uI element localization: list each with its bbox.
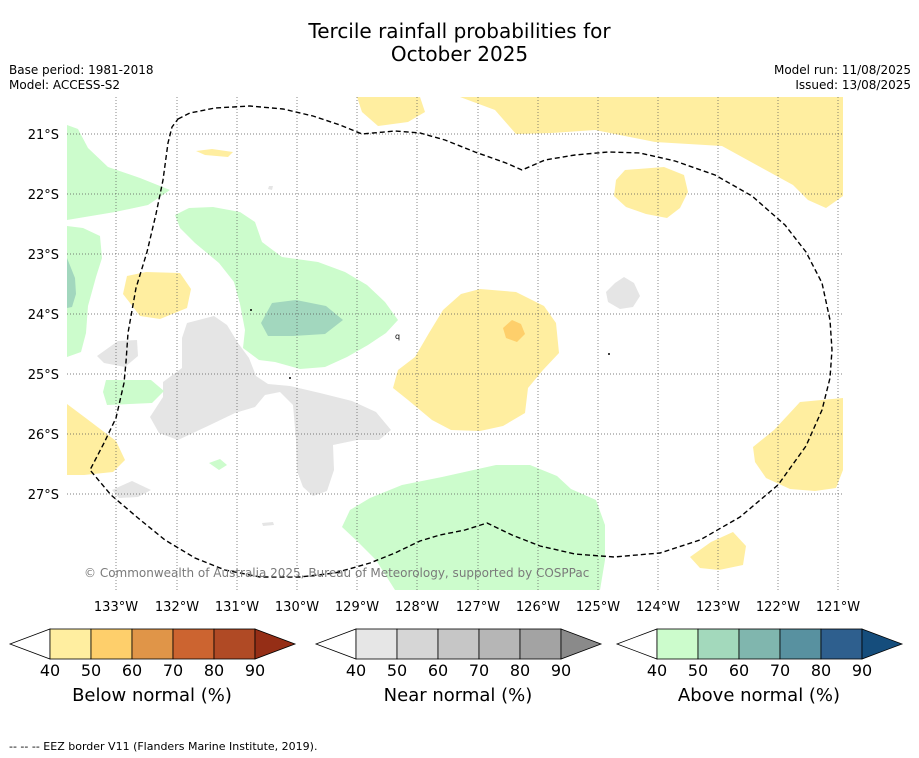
below-normal-high-region [503,320,525,342]
colorbar-tick-label: 70 [770,661,790,680]
below-normal-region [357,97,425,126]
colorbar-segment [437,628,480,660]
colorbar-tick-label: 70 [469,661,489,680]
longitude-label: 127°W [456,600,500,615]
longitude-label: 130°W [275,600,319,615]
colorbar-segment [396,628,439,660]
colorbar-tick-label: 90 [551,661,571,680]
latitude-label: 24°S [28,308,59,323]
svg-text:q: q [395,332,400,341]
colorbar-segment [779,628,822,660]
above-normal-high-region [67,258,76,308]
map-title-line1: Tercile rainfall probabilities for [308,19,611,43]
longitude-label: 128°W [395,600,439,615]
above-normal-colorbar-title: Above normal (%) [677,685,841,706]
longitude-label: 122°W [756,600,800,615]
colorbar-tick-label: 40 [40,661,60,680]
latitude-label: 27°S [28,488,59,503]
below-normal-region [460,97,843,208]
colorbar-tick-label: 50 [387,661,407,680]
colorbar-extend-high [254,628,297,660]
eez-border-footnote: -- -- -- EEZ border V11 (Flanders Marine… [9,740,318,753]
longitude-label: 123°W [696,600,740,615]
near-normal-region [268,186,273,190]
colorbar-segment [355,628,398,660]
colorbar-segment [90,628,133,660]
colorbar-segment [656,628,699,660]
colorbar-tick-label: 80 [811,661,831,680]
below-normal-region [196,149,233,157]
longitude-label: 132°W [155,600,199,615]
colorbar-segment [519,628,562,660]
colorbar-extend-low [615,628,658,660]
below-normal-region [753,398,843,491]
colorbar-segment [478,628,521,660]
colorbar-tick-label: 80 [510,661,530,680]
near-normal-region [150,316,391,496]
below-normal-region [67,404,125,475]
below-normal-region [123,272,191,319]
colorbar-segment [131,628,174,660]
map-title-line2: October 2025 [390,42,529,66]
colorbar-tick-label: 90 [245,661,265,680]
colorbar-segment [820,628,863,660]
above-normal-high-region [261,300,343,336]
colorbar-segment [213,628,256,660]
colorbar-tick-label: 40 [647,661,667,680]
colorbar-tick-label: 80 [204,661,224,680]
near-normal-region [262,522,274,526]
colorbar-tick-label: 40 [346,661,366,680]
colorbar-extend-high [560,628,603,660]
base-period-text: Base period: 1981-2018 [9,63,154,77]
latitude-label: 25°S [28,368,59,383]
below-normal-colorbar: 40 50 60 70 80 90 [8,628,297,680]
colorbar-segment [738,628,781,660]
latitude-label: 26°S [28,428,59,443]
colorbar-tick-label: 90 [852,661,872,680]
below-normal-colorbar-title: Below normal (%) [72,685,232,706]
colorbar-segment [172,628,215,660]
above-normal-region [67,125,170,220]
colorbar-extend-low [8,628,51,660]
near-normal-colorbar: 40 50 60 70 80 90 [314,628,603,680]
legend-colorbars: 40 50 60 70 80 90 40 50 60 70 80 90 40 50 60 70 80 90 [8,628,904,680]
issued-text: Issued: 13/08/2025 [795,78,911,92]
copyright-text: © Commonwealth of Australia 2025, Bureau… [84,566,589,580]
above-normal-region [209,459,227,470]
latitude-label: 22°S [28,188,59,203]
latitude-label: 23°S [28,248,59,263]
model-text: Model: ACCESS-S2 [9,78,121,92]
colorbar-tick-label: 60 [428,661,448,680]
colorbar-tick-label: 60 [122,661,142,680]
rainfall-map: q 133°W 132°W 131°W 130°W 129°W 128°W 127°W 126… [28,97,860,615]
colorbar-tick-label: 70 [163,661,183,680]
above-normal-region [175,207,398,369]
longitude-label: 129°W [335,600,379,615]
longitude-label: 124°W [636,600,680,615]
eez-border [89,105,833,578]
longitude-label: 121°W [816,600,860,615]
colorbar-segment [697,628,740,660]
latitude-label: 21°S [28,128,59,143]
model-run-text: Model run: 11/08/2025 [773,63,911,77]
longitude-label: 133°W [94,600,138,615]
colorbar-extend-high [861,628,904,660]
longitude-label: 125°W [576,600,620,615]
longitude-label: 126°W [516,600,560,615]
colorbar-tick-label: 50 [688,661,708,680]
above-normal-colorbar: 40 50 60 70 80 90 [615,628,904,680]
above-normal-region [67,226,102,357]
colorbar-segment [49,628,92,660]
near-normal-region [606,277,640,309]
longitude-label: 131°W [215,600,259,615]
above-normal-region [103,380,164,405]
colorbar-extend-low [314,628,357,660]
near-normal-colorbar-title: Near normal (%) [383,685,533,706]
below-normal-region [614,167,688,218]
colorbar-tick-label: 60 [729,661,749,680]
colorbar-tick-label: 50 [81,661,101,680]
